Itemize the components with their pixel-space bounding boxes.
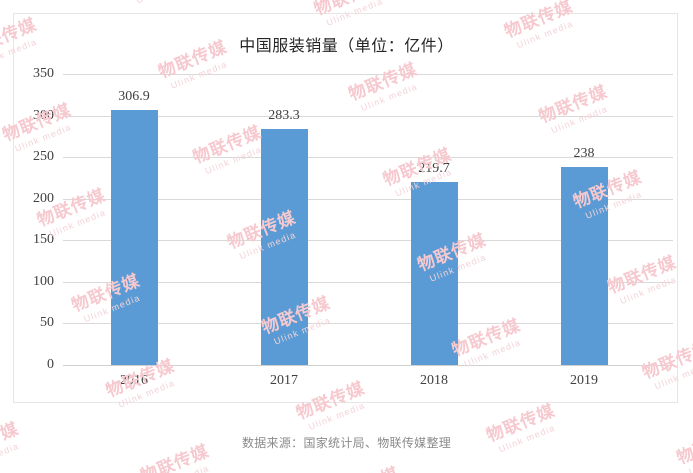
- bar-group: 219.7 2018: [410, 74, 458, 388]
- bar-series: 306.9 2016 283.3 2017 219.7 2018 238 2019: [63, 74, 673, 388]
- bar-group: 306.9 2016: [110, 74, 158, 388]
- axis-baseline: [63, 365, 673, 366]
- y-axis-tick-label: 0: [47, 357, 54, 372]
- chart-title: 中国服装销量（单位：亿件）: [239, 36, 454, 55]
- gridline: [63, 115, 673, 117]
- watermark-text-en: Ulink media: [134, 0, 194, 5]
- gridline: [63, 281, 673, 283]
- gridline: [63, 74, 673, 75]
- watermark-text-cn: 物联传媒: [328, 463, 402, 473]
- plot-area: 306.9 2016 283.3 2017 219.7 2018 238 2019 350 30…: [33, 66, 673, 388]
- source-note: 数据来源：国家统计局、物联传媒整理: [241, 436, 452, 450]
- bar-value-label: 283.3: [268, 108, 300, 124]
- bar-group: 283.3 2017: [260, 74, 308, 388]
- y-axis-tick-label: 150: [33, 232, 54, 248]
- y-axis-tick-label: 350: [33, 66, 54, 81]
- bar-value-label: 238: [573, 146, 595, 162]
- gridline: [63, 198, 673, 200]
- bar-group: 238 2019: [560, 74, 608, 388]
- bar-value-label: 306.9: [118, 88, 150, 104]
- chart-frame: 中国服装销量（单位：亿件） 306.9 2016 283.3 2017 219.7 201…: [13, 13, 678, 403]
- bar[interactable]: [410, 182, 458, 365]
- x-axis-tick-label: 2018: [420, 373, 448, 388]
- bar[interactable]: [110, 109, 158, 365]
- x-axis-tick-label: 2019: [570, 373, 598, 388]
- y-axis-tick-label: 200: [33, 190, 54, 206]
- bar-value-label: 219.7: [418, 161, 450, 177]
- gridline: [63, 240, 673, 242]
- watermark-text-en: Ulink media: [306, 399, 367, 432]
- x-axis-tick-label: 2016: [120, 373, 148, 388]
- bar[interactable]: [260, 129, 308, 365]
- y-axis-tick-label: 50: [40, 315, 54, 331]
- y-axis-tick-label: 100: [33, 273, 54, 289]
- gridline: [63, 157, 673, 159]
- y-axis-tick-label: 300: [33, 107, 54, 123]
- watermark-text-en: Ulink media: [151, 463, 211, 473]
- y-axis-tick-label: 250: [33, 149, 54, 165]
- bar[interactable]: [560, 167, 608, 365]
- x-axis-tick-label: 2017: [270, 373, 298, 388]
- gridline: [63, 323, 673, 325]
